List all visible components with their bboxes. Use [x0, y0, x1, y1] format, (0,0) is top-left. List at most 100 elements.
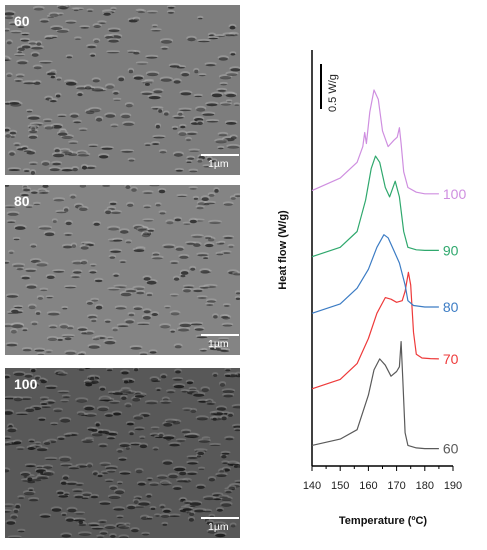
- sem-pore: [186, 511, 191, 514]
- scale-bar: [201, 517, 239, 519]
- sem-pore: [90, 54, 95, 57]
- sem-pore: [43, 442, 51, 445]
- sem-pore: [225, 437, 234, 441]
- sem-pore: [11, 329, 17, 334]
- sem-ridge: [57, 390, 70, 393]
- sem-pore: [199, 75, 206, 77]
- sem-pore: [65, 82, 77, 86]
- sem-pore: [108, 288, 120, 291]
- sem-pore: [162, 523, 168, 526]
- sem-pore: [72, 167, 78, 172]
- sem-pore: [163, 509, 171, 513]
- sem-pore: [177, 328, 190, 332]
- sem-pore: [23, 475, 34, 478]
- sem-pore: [147, 229, 155, 232]
- sem-pore: [79, 533, 91, 536]
- sem-pore: [197, 202, 206, 206]
- sem-pore: [60, 151, 73, 156]
- sem-pore: [141, 92, 153, 96]
- sem-pore: [143, 206, 151, 209]
- sem-pore: [61, 534, 71, 538]
- sem-pore: [175, 370, 181, 374]
- sem-ridge: [151, 24, 158, 27]
- sem-pore: [165, 420, 177, 423]
- series-label-90: 90: [443, 242, 459, 258]
- sem-pore: [187, 157, 195, 160]
- sem-pore: [64, 208, 69, 212]
- sem-pore: [186, 161, 192, 163]
- sem-pore: [5, 185, 10, 187]
- sem-pore: [6, 521, 16, 525]
- sem-pore: [21, 147, 28, 150]
- sem-ridge: [110, 6, 117, 10]
- sem-pore: [119, 536, 129, 538]
- sem-pore: [31, 369, 36, 373]
- sem-pore: [213, 498, 221, 501]
- sem-pore: [108, 39, 119, 43]
- sem-pore: [210, 347, 215, 350]
- dsc-chart: 0.5 W/g Heat flow (W/g) Temperature (ºC)…: [277, 50, 466, 527]
- sem-pore: [66, 518, 74, 522]
- sem-ridge: [12, 236, 21, 240]
- sem-pore: [108, 495, 121, 499]
- x-tick-label: 150: [331, 480, 349, 492]
- sem-ridge: [119, 259, 127, 263]
- sem-pore: [78, 353, 85, 355]
- sem-pore: [13, 397, 23, 402]
- sem-pore: [160, 515, 170, 518]
- sem-pore: [152, 143, 160, 145]
- sem-pore: [60, 418, 71, 423]
- sem-ridge: [32, 201, 41, 205]
- sem-pore: [17, 61, 28, 65]
- sem-pore: [160, 40, 173, 44]
- sem-pore: [128, 159, 135, 162]
- sem-pore: [138, 502, 150, 506]
- sem-pore: [30, 171, 35, 175]
- sem-pore: [186, 381, 194, 385]
- sem-pore: [73, 9, 79, 12]
- sem-pore: [125, 447, 130, 450]
- sem-pore: [31, 406, 42, 411]
- sem-pore: [143, 192, 153, 194]
- sem-pore: [126, 241, 131, 244]
- sem-pore: [228, 245, 234, 248]
- sem-pore: [5, 59, 11, 61]
- sem-pore: [160, 505, 165, 509]
- sem-pore: [96, 117, 103, 122]
- sem-pore: [61, 513, 67, 516]
- sem-pore: [31, 127, 36, 131]
- sem-pore: [216, 349, 227, 351]
- sem-pore: [142, 533, 150, 536]
- sem-pore: [149, 185, 160, 187]
- sem-pore: [37, 353, 45, 355]
- sem-ridge: [222, 411, 230, 414]
- sem-pore: [5, 443, 11, 446]
- sem-pore: [146, 280, 157, 285]
- sem-ridge: [37, 190, 50, 193]
- sem-pore: [40, 20, 49, 23]
- sem-pore: [42, 466, 53, 469]
- sem-pore: [155, 515, 160, 517]
- sem-pore: [160, 401, 171, 404]
- sem-pore: [184, 502, 191, 504]
- sem-pore: [186, 242, 196, 245]
- sem-pore: [98, 407, 109, 412]
- sem-pore: [205, 243, 214, 248]
- sem-pore: [219, 383, 226, 387]
- sem-pore: [40, 403, 48, 405]
- sem-pore: [207, 300, 216, 303]
- sem-pore: [40, 398, 49, 401]
- sem-pore: [202, 113, 215, 116]
- sem-pore: [67, 326, 74, 330]
- sem-pore: [90, 376, 95, 381]
- sem-pore: [108, 227, 120, 231]
- sem-pore: [170, 330, 175, 333]
- sem-pore: [77, 151, 87, 155]
- sem-pore: [198, 468, 205, 470]
- sem-pore: [117, 450, 123, 453]
- sem-pore: [126, 422, 134, 426]
- sem-pore: [111, 125, 118, 128]
- sem-pore: [121, 114, 131, 119]
- sem-pore: [14, 306, 23, 309]
- sem-pore: [35, 376, 41, 380]
